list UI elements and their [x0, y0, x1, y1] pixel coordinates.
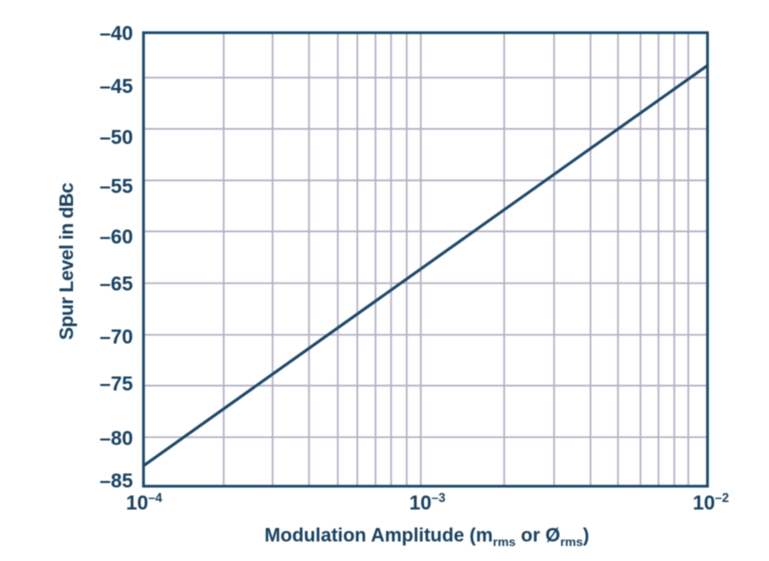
svg-text:–75: –75 [100, 373, 133, 395]
svg-text:–65: –65 [100, 273, 133, 295]
svg-text:Spur Level in dBc: Spur Level in dBc [56, 182, 78, 340]
svg-text:–80: –80 [100, 428, 133, 450]
svg-text:Modulation Amplitude (mrms or: Modulation Amplitude (mrms or Ørms) [265, 526, 590, 550]
svg-text:–70: –70 [100, 327, 133, 349]
svg-text:–50: –50 [100, 127, 133, 149]
svg-text:–60: –60 [100, 226, 133, 248]
svg-text:–45: –45 [100, 76, 133, 98]
svg-text:–85: –85 [100, 471, 133, 493]
svg-text:–40: –40 [100, 23, 133, 45]
svg-text:10–4: 10–4 [126, 491, 162, 515]
svg-text:–55: –55 [100, 176, 133, 198]
